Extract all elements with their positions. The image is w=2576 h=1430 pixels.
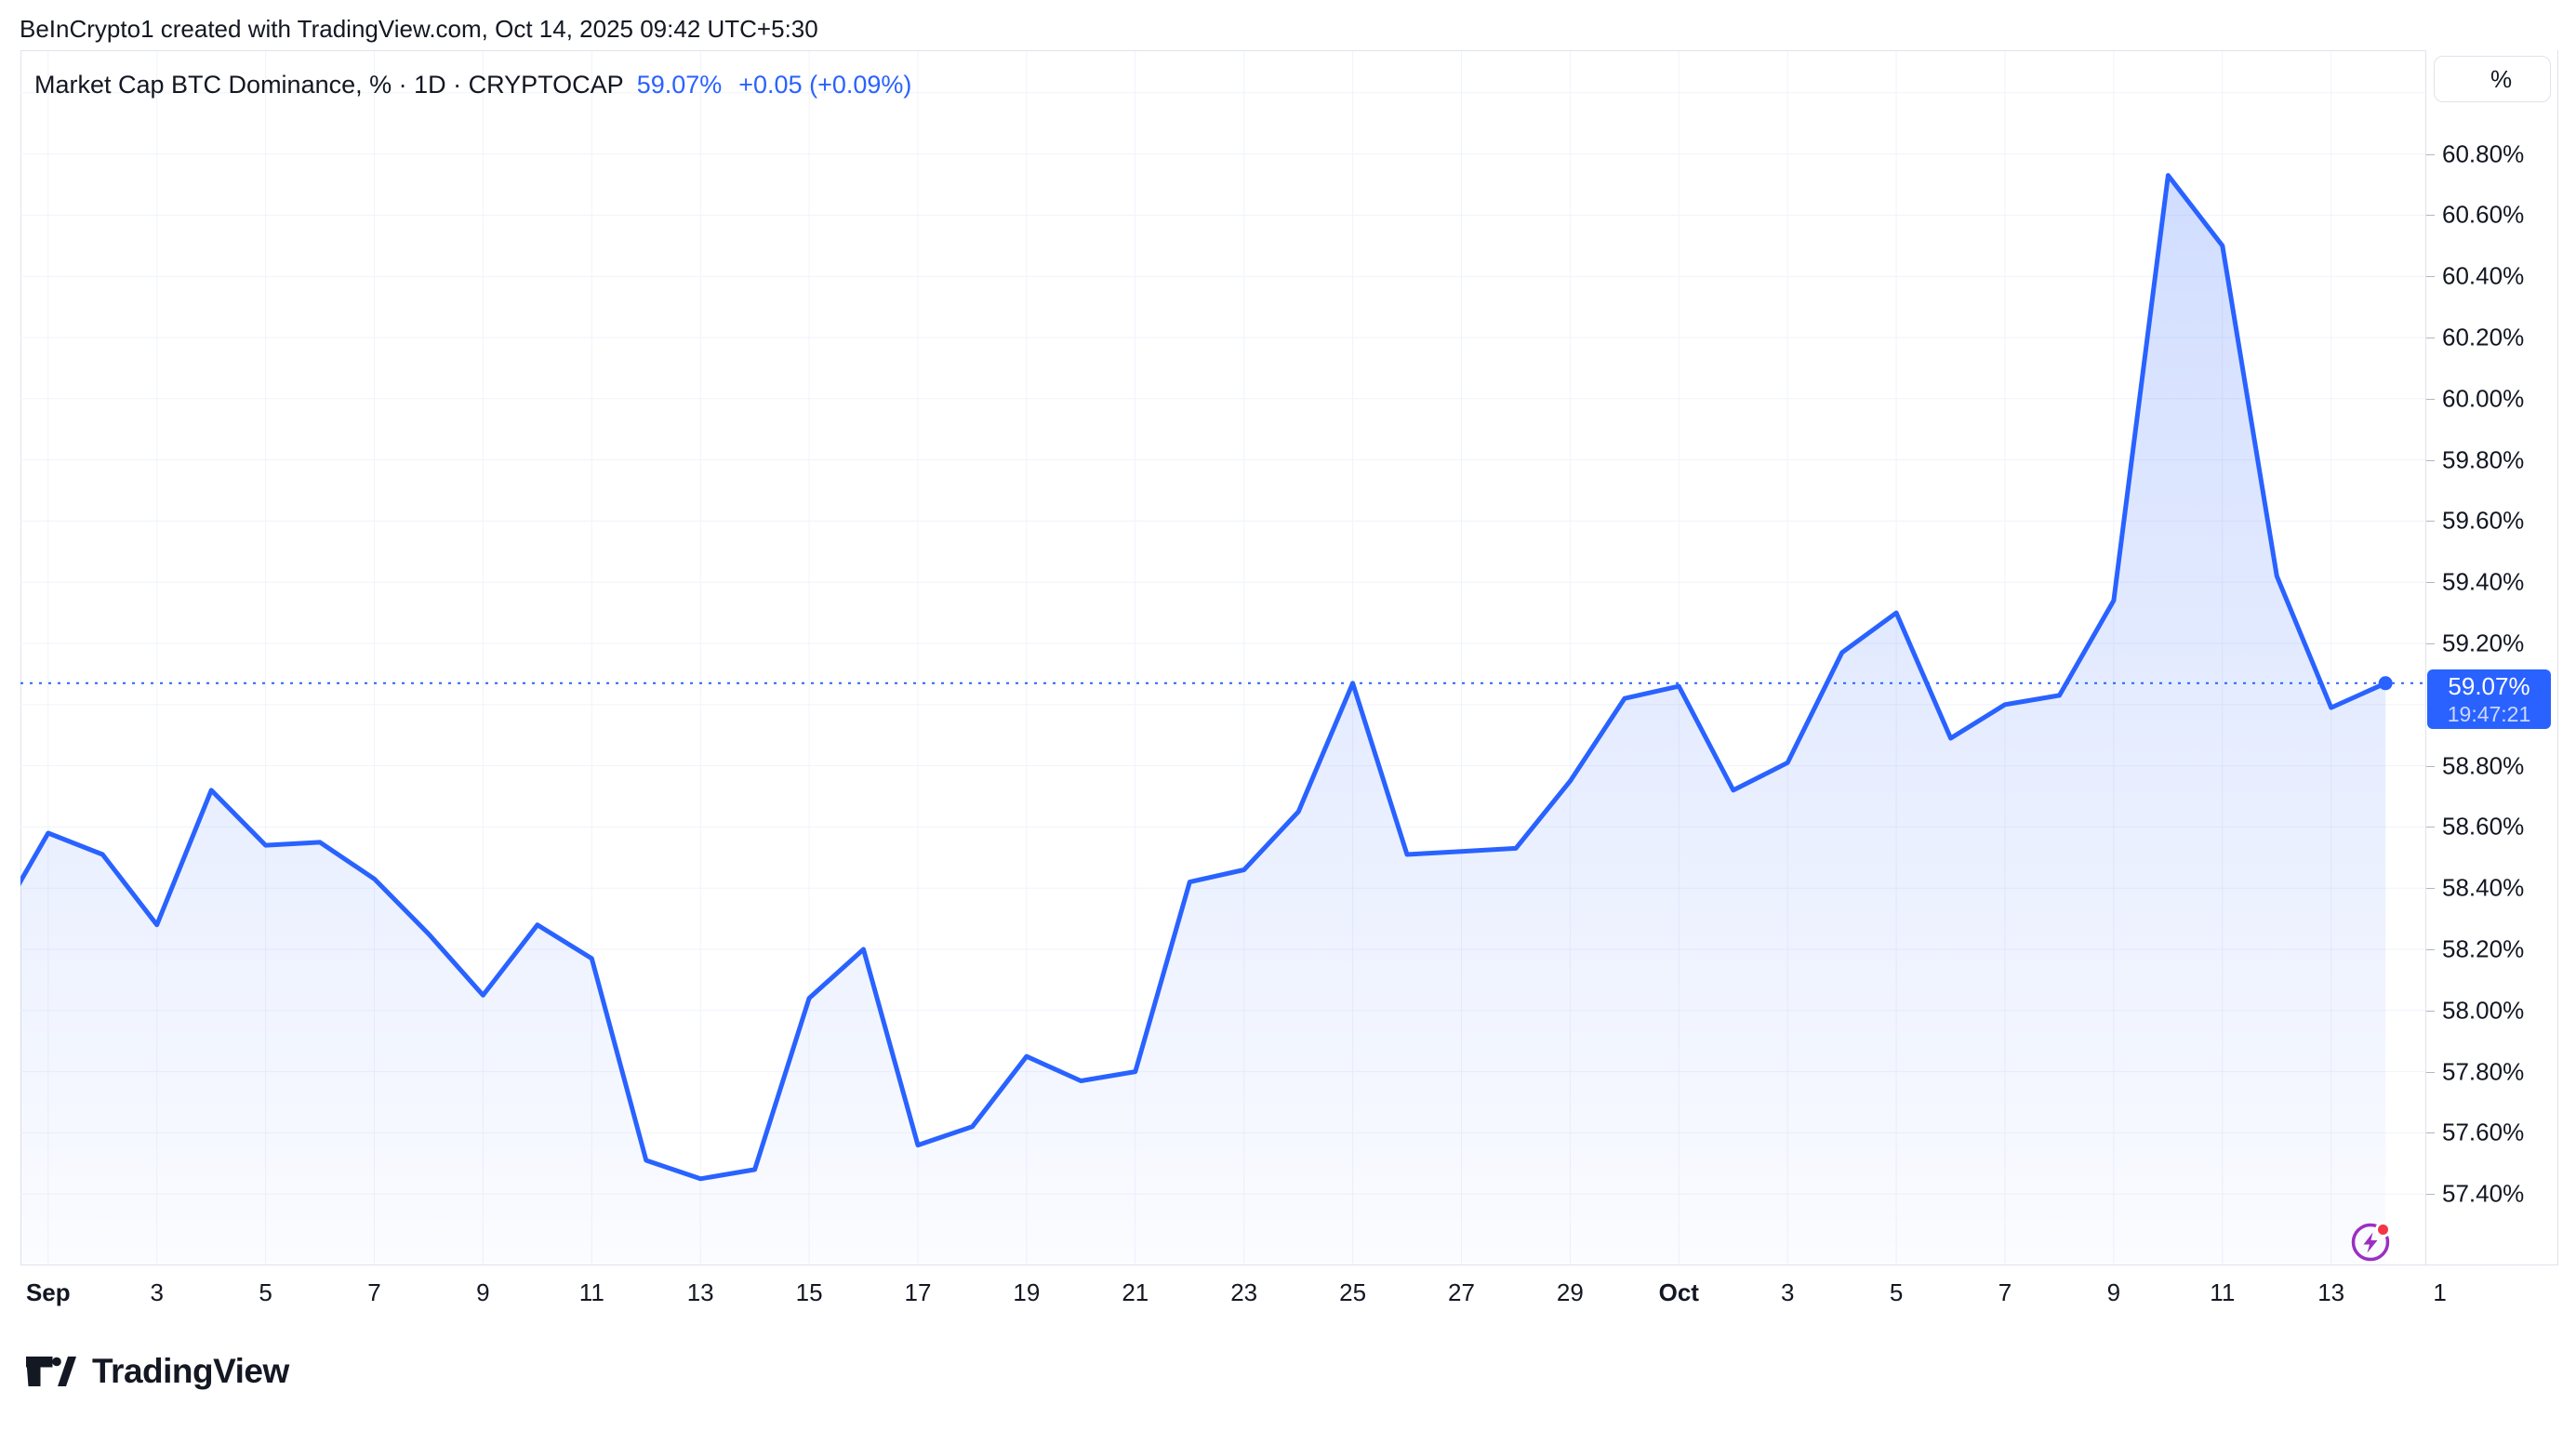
y-axis-tick xyxy=(2426,1071,2435,1073)
chart-legend[interactable]: Market Cap BTC Dominance, % · 1D · CRYPT… xyxy=(34,69,911,100)
y-axis-tick xyxy=(2426,765,2435,767)
y-axis-tick xyxy=(2426,1132,2435,1134)
last-value: 59.07% xyxy=(636,70,723,99)
x-axis-label: 5 xyxy=(259,1278,272,1306)
x-axis-label: 21 xyxy=(1122,1278,1149,1306)
y-axis-tick xyxy=(2426,521,2435,523)
x-axis-label: 23 xyxy=(1230,1278,1258,1306)
time-axis[interactable]: Sep 3 5 7 9 11 13 15 17 19 21 23 25 27 29 Oct 3 5 7 9 11 13 1 xyxy=(0,1265,2576,1321)
y-axis-label: 59.80% xyxy=(2442,445,2525,474)
y-axis-tick xyxy=(2426,153,2435,155)
y-axis-tick xyxy=(2426,827,2435,828)
x-axis-label: 3 xyxy=(1780,1278,1795,1306)
flash-circle-icon xyxy=(2351,1223,2390,1262)
y-axis-label: 58.80% xyxy=(2442,751,2525,780)
y-axis-label: 59.40% xyxy=(2442,567,2525,596)
x-axis-label: Oct xyxy=(1658,1278,1699,1306)
x-axis-label: 9 xyxy=(476,1278,490,1306)
attribution-text: BeInCrypto1 created with TradingView.com… xyxy=(20,15,818,43)
y-axis-label: 59.20% xyxy=(2442,629,2525,657)
y-axis-label: 60.00% xyxy=(2442,384,2525,413)
series-line xyxy=(20,173,2388,1182)
tradingview-brand-link[interactable]: TradingView xyxy=(26,1352,289,1390)
percent-unit-button[interactable]: % xyxy=(2434,56,2551,102)
x-axis-label: 3 xyxy=(150,1278,164,1306)
x-axis-label: 1 xyxy=(2433,1278,2447,1306)
price-axis[interactable]: 60.80% 60.60% 60.40% 60.20% 60.00% 59.80% 59.6… xyxy=(2426,50,2557,1264)
symbol-title: Market Cap BTC Dominance, % · 1D · CRYPT… xyxy=(34,70,624,99)
pane-top-border xyxy=(20,50,2557,51)
y-axis-tick xyxy=(2426,1194,2435,1196)
x-axis-label: 7 xyxy=(367,1278,381,1306)
x-axis-label: 9 xyxy=(2106,1278,2121,1306)
x-axis-label: 15 xyxy=(795,1278,823,1306)
y-axis-label: 58.40% xyxy=(2442,873,2525,902)
y-axis-tick xyxy=(2426,888,2435,890)
y-axis-label: 57.40% xyxy=(2442,1179,2525,1208)
value-change: +0.05 (+0.09%) xyxy=(738,70,912,99)
y-axis-label: 60.80% xyxy=(2442,139,2525,168)
pane-left-border xyxy=(20,50,21,1264)
pane-right-border xyxy=(2557,50,2558,1302)
series-area-fill xyxy=(20,175,2386,1264)
y-axis-tick xyxy=(2426,459,2435,461)
current-price-value: 59.07% xyxy=(2448,671,2530,700)
y-axis-label: 57.80% xyxy=(2442,1057,2525,1086)
y-axis-label: 60.40% xyxy=(2442,261,2525,290)
y-axis-tick xyxy=(2426,582,2435,584)
y-axis-tick xyxy=(2426,949,2435,950)
tradingview-logo-icon xyxy=(26,1356,76,1386)
time-axis-separator xyxy=(20,1264,2557,1265)
x-axis-label: Sep xyxy=(25,1278,71,1306)
y-axis-tick xyxy=(2426,643,2435,644)
x-axis-label: 25 xyxy=(1339,1278,1367,1306)
price-axis-separator xyxy=(2425,50,2426,1264)
x-axis-label: 11 xyxy=(578,1278,604,1306)
y-axis-label: 58.00% xyxy=(2442,996,2525,1025)
y-axis-label: 58.20% xyxy=(2442,934,2525,963)
x-axis-label: 11 xyxy=(2210,1278,2236,1306)
y-axis-tick xyxy=(2426,276,2435,278)
x-axis-label: 27 xyxy=(1448,1278,1475,1306)
y-axis-tick xyxy=(2426,215,2435,217)
y-axis-label: 60.20% xyxy=(2442,323,2525,351)
brand-wordmark: TradingView xyxy=(92,1352,289,1390)
y-axis-label: 58.60% xyxy=(2442,812,2525,841)
y-axis-label: 60.60% xyxy=(2442,200,2525,229)
chart-canvas[interactable] xyxy=(20,51,2425,1264)
y-axis-tick xyxy=(2426,1010,2435,1012)
notification-dot xyxy=(2375,1222,2391,1238)
lightning-bolt-icon xyxy=(2363,1232,2378,1253)
bar-countdown: 19:47:21 xyxy=(2447,701,2531,726)
last-value-dot xyxy=(2378,676,2393,691)
x-axis-label: 7 xyxy=(1998,1278,2012,1306)
x-axis-label: 5 xyxy=(1889,1278,1904,1306)
y-axis-label: 57.60% xyxy=(2442,1118,2525,1146)
x-axis-label: 13 xyxy=(686,1278,714,1306)
x-axis-label: 13 xyxy=(2317,1278,2345,1306)
x-axis-label: 29 xyxy=(1556,1278,1584,1306)
y-axis-label: 59.60% xyxy=(2442,506,2525,535)
quick-action-button[interactable] xyxy=(2347,1217,2396,1265)
x-axis-label: 19 xyxy=(1013,1278,1041,1306)
y-axis-tick xyxy=(2426,398,2435,400)
current-price-label: 59.07% 19:47:21 xyxy=(2427,669,2551,729)
x-axis-label: 17 xyxy=(904,1278,932,1306)
